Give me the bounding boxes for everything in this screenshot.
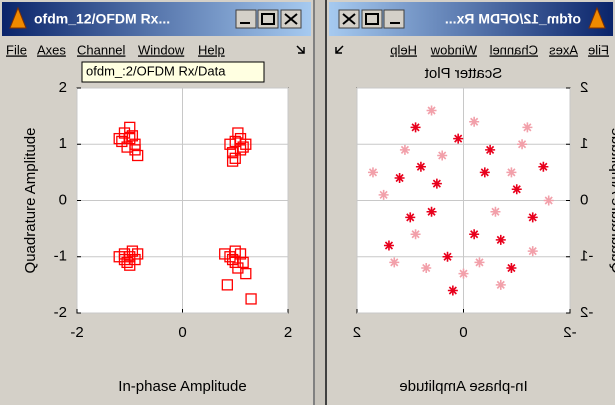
point [237, 141, 249, 153]
y-tick-label: 1 [59, 135, 67, 152]
x-tick-label: -2 [70, 324, 83, 341]
app-icon [9, 6, 27, 29]
menu-item[interactable]: Axes [549, 42, 578, 57]
point [124, 121, 136, 134]
window-divider [313, 0, 327, 405]
point [447, 285, 458, 296]
point [469, 116, 480, 127]
menu-item[interactable]: Channel [489, 42, 538, 57]
window-title: ofdm_12/OFDM Rx... [445, 11, 581, 27]
menu-item[interactable]: Axes [37, 42, 66, 57]
point [132, 248, 144, 260]
point [458, 268, 469, 279]
point [394, 173, 405, 183]
point [113, 132, 125, 145]
point [378, 189, 389, 200]
point [522, 122, 533, 133]
menu-arrow [296, 45, 305, 54]
point [517, 139, 528, 150]
tooltip-box [81, 61, 265, 83]
y-tick-label: 0 [580, 191, 588, 208]
y-tick-label: 1 [580, 135, 588, 152]
menu-item[interactable]: File [6, 42, 27, 57]
point [237, 256, 249, 269]
menu-item[interactable]: Window [430, 42, 477, 57]
y-tick-label: 2 [59, 79, 67, 96]
x-tick-label: 2 [353, 324, 361, 341]
x-axis-label: In-phase Amplitude [118, 378, 246, 395]
y-tick-label: -2 [54, 304, 67, 321]
point [511, 184, 522, 195]
point [229, 152, 241, 164]
point [527, 246, 538, 257]
x-tick-label: 0 [178, 324, 186, 341]
app-icon [588, 6, 606, 29]
y-axis-label: Quadrature Amplitude [22, 128, 39, 274]
x-tick-label: -2 [563, 324, 576, 341]
menu-item[interactable]: Window [138, 42, 185, 57]
y-tick-label: 0 [59, 191, 67, 208]
point [527, 212, 538, 223]
minimize-button[interactable] [383, 9, 405, 29]
point [426, 105, 437, 116]
point [129, 144, 141, 156]
y-axis-label: Quadrature Amplitude [608, 128, 615, 274]
point [543, 195, 554, 206]
point [118, 253, 131, 266]
point [240, 138, 252, 150]
point [506, 167, 517, 178]
y-tick-label: -1 [580, 248, 593, 265]
point [410, 122, 421, 133]
scope-window: ofdm_12/OFDM Rx... File Axes Channel Window H… [2, 2, 311, 395]
point [383, 240, 394, 251]
point [479, 167, 490, 178]
point [469, 229, 480, 240]
point [367, 167, 378, 178]
point [116, 135, 128, 148]
x-axis-label: In-phase Amplitude [399, 378, 527, 395]
point [495, 234, 506, 245]
point [240, 267, 252, 280]
minimize-button[interactable] [235, 9, 257, 29]
point [431, 178, 442, 189]
menu-item[interactable]: Help [198, 42, 225, 57]
window-title: ofdm_12/OFDM Rx... [34, 11, 170, 27]
point [229, 245, 241, 257]
point [495, 279, 506, 290]
menu-item[interactable]: File [588, 42, 609, 57]
point [389, 257, 400, 268]
menu-item[interactable]: Channel [77, 42, 126, 57]
scope-window-mirrored: ofdm_12/OFDM Rx... File Axes Channel Window H… [327, 0, 615, 405]
point [405, 212, 416, 223]
point [442, 251, 453, 262]
menu-item[interactable]: Help [390, 42, 417, 57]
point [410, 229, 421, 240]
point [226, 155, 239, 167]
x-tick-label: 0 [459, 324, 467, 341]
point [506, 263, 517, 273]
y-tick-label: -2 [580, 304, 593, 321]
point [415, 161, 426, 172]
point [245, 293, 257, 305]
y-tick-label: -1 [54, 248, 67, 265]
y-tick-label: 2 [580, 79, 588, 96]
button-glyphs [342, 13, 400, 25]
point [453, 133, 464, 144]
x-tick-label: 2 [284, 324, 292, 341]
point [437, 150, 448, 161]
point [490, 206, 501, 217]
point [485, 144, 496, 155]
plot-title: Scatter Plot [424, 65, 502, 82]
point [538, 161, 549, 172]
point [426, 206, 437, 217]
menu-arrow [335, 45, 344, 54]
point [421, 263, 432, 273]
point [474, 257, 485, 268]
button-glyphs [240, 13, 298, 25]
point [399, 144, 410, 155]
point [221, 279, 233, 291]
tooltip: ofdm_:2/OFDM Rx/Data [86, 63, 226, 78]
